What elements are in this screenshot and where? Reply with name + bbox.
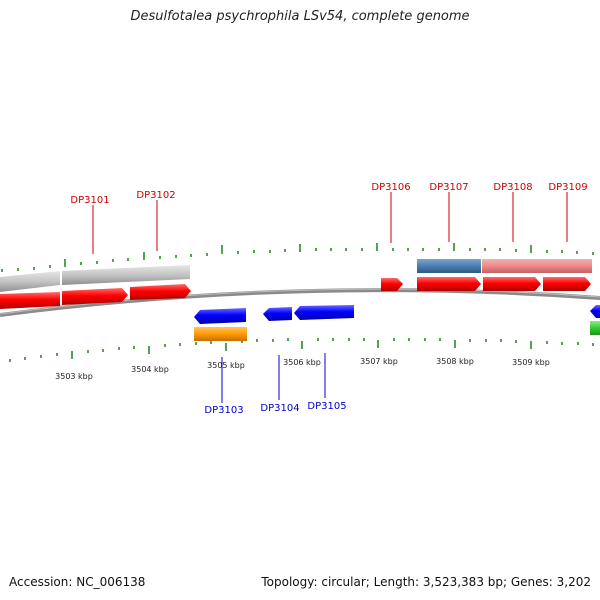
reverse-gene-arrow[interactable] [194,308,246,324]
gene-label[interactable]: DP3105 [307,401,346,412]
gene-label[interactable]: DP3102 [136,190,175,201]
genome-backbone [0,288,600,317]
scale-label: 3505 kbp [207,361,245,370]
gene-label[interactable]: DP3109 [548,182,587,193]
scale-label: 3507 kbp [360,357,398,366]
gene-label[interactable]: DP3107 [429,182,468,193]
reverse-gene-labels: DP3103 DP3104 DP3105 [204,353,347,416]
steel-feature[interactable] [417,259,481,273]
outer-feature-track [0,259,592,292]
genome-backbone-highlight [0,288,600,315]
forward-gene-arrow[interactable] [0,292,60,309]
forward-gene-arrow[interactable] [543,277,591,291]
gray-feature[interactable] [62,265,190,285]
inner-feature-track [194,321,600,341]
pink-feature[interactable] [482,259,592,273]
upper-tick-row [1,243,594,272]
reverse-gene-arrow[interactable] [590,305,600,318]
reverse-gene-arrow[interactable] [263,307,292,321]
genome-summary-text: Topology: circular; Length: 3,523,383 bp… [261,575,591,589]
gene-label[interactable]: DP3101 [70,195,109,206]
scale-label: 3504 kbp [131,365,169,374]
scale-label: 3509 kbp [512,358,550,367]
forward-gene-arrow[interactable] [381,278,403,291]
forward-gene-labels: DP3101 DP3102 DP3106 DP3107 DP3108 DP310… [70,182,588,254]
forward-gene-arrow[interactable] [130,284,191,300]
gene-label[interactable]: DP3103 [204,405,243,416]
forward-gene-arrow[interactable] [62,288,128,305]
forward-gene-arrow[interactable] [417,277,481,291]
forward-strand-track [0,277,591,309]
gene-label[interactable]: DP3104 [260,403,299,414]
map-title: Desulfotalea psychrophila LSv54, complet… [130,9,470,24]
scale-label: 3503 kbp [55,372,93,381]
scale-label: 3508 kbp [436,357,474,366]
gene-label[interactable]: DP3106 [371,182,410,193]
accession-text: Accession: NC_006138 [9,575,146,589]
gray-feature[interactable] [0,271,60,292]
reverse-gene-arrow[interactable] [294,305,354,320]
lower-tick-row [9,338,594,362]
reverse-strand-track [194,305,600,324]
scale-label: 3506 kbp [283,358,321,367]
forward-gene-arrow[interactable] [483,277,541,291]
orange-feature[interactable] [194,327,247,341]
gene-label[interactable]: DP3108 [493,182,532,193]
green-feature[interactable] [590,321,600,335]
